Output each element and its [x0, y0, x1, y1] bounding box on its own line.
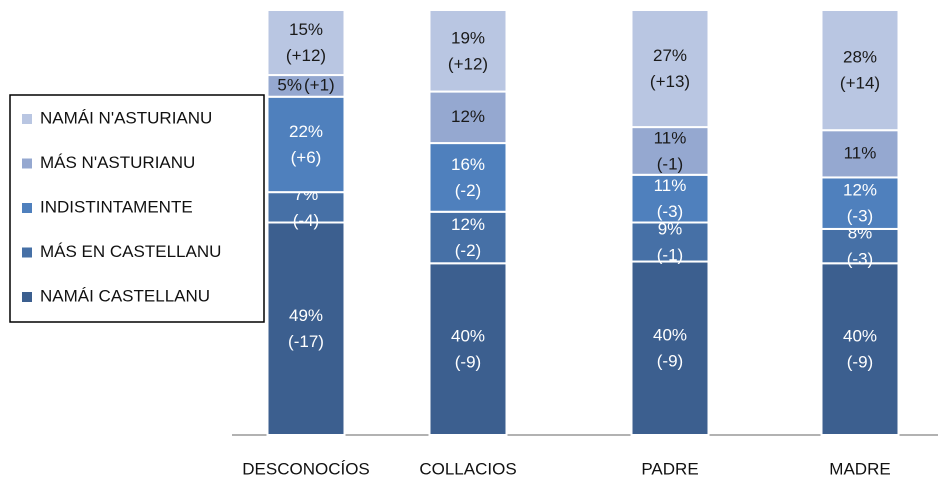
value-label: 5%	[277, 75, 302, 94]
bar-segment	[630, 9, 710, 129]
bar-segment	[266, 95, 346, 194]
legend-label: NAMÁI CASTELLANU	[40, 286, 210, 305]
x-tick-label: MADRE	[829, 459, 890, 478]
bar-segment	[266, 221, 346, 436]
x-tick-label: PADRE	[641, 459, 698, 478]
legend-label: INDISTINTAMENTE	[40, 197, 193, 216]
value-label: 40%	[843, 327, 877, 346]
change-label: (-1)	[657, 154, 683, 173]
change-label: (-4)	[293, 211, 319, 230]
value-label: 11%	[654, 176, 687, 195]
legend-label: NAMÁI N'ASTURIANU	[40, 108, 212, 127]
change-label: (-2)	[455, 181, 481, 200]
change-label: (-9)	[657, 352, 683, 371]
value-label: 16%	[451, 155, 485, 174]
value-label: 40%	[451, 327, 485, 346]
bar-segment	[820, 9, 900, 132]
legend-swatch	[22, 247, 32, 258]
bar-segment	[428, 142, 508, 213]
bar-segment	[428, 90, 508, 145]
change-label: (-1)	[657, 245, 683, 264]
change-label: (-3)	[847, 207, 873, 226]
change-label: (+1)	[304, 75, 335, 94]
value-label: 22%	[289, 122, 323, 141]
bar-segment	[820, 262, 900, 437]
x-tick-label: DESCONOCÍOS	[242, 459, 370, 478]
bar-segment	[428, 262, 508, 437]
legend-swatch	[22, 158, 32, 169]
x-tick-label: COLLACIOS	[419, 459, 516, 478]
legend-swatch	[22, 292, 32, 302]
change-label: (+14)	[840, 74, 880, 93]
bar-segment	[630, 126, 710, 176]
change-label: (-9)	[847, 353, 873, 372]
value-label: 12%	[843, 181, 877, 200]
change-label: (-3)	[847, 250, 873, 269]
change-label: (+12)	[286, 46, 326, 65]
change-label: (+6)	[291, 148, 322, 167]
legend-label: MÁS N'ASTURIANU	[40, 153, 195, 172]
value-label: 49%	[289, 306, 323, 325]
bar-segment	[820, 227, 900, 265]
value-label: 12%	[451, 107, 485, 126]
bar-segment	[630, 221, 710, 263]
legend-swatch	[22, 203, 32, 213]
value-label: 27%	[653, 46, 687, 65]
bar-segment	[630, 260, 710, 436]
value-label: 12%	[451, 215, 485, 234]
value-label: 15%	[289, 20, 323, 39]
value-label: 40%	[653, 326, 687, 345]
bar-segment	[630, 173, 710, 224]
legend-swatch	[22, 114, 32, 124]
change-label: (-2)	[455, 241, 481, 260]
value-label: 11%	[844, 143, 877, 162]
value-label: 11%	[654, 128, 687, 147]
change-label: (-9)	[455, 353, 481, 372]
change-label: (-17)	[288, 332, 324, 351]
legend-box	[9, 94, 265, 323]
value-label: 28%	[843, 48, 877, 67]
legend-label: MÁS EN CASTELLANU	[40, 242, 221, 261]
change-label: (-3)	[657, 202, 683, 221]
bar-segment	[820, 129, 900, 179]
value-label: 9%	[658, 219, 683, 238]
value-label: 19%	[451, 28, 485, 47]
change-label: (+12)	[448, 54, 488, 73]
legend: NAMÁI CASTELLANU MÁS EN CASTELLANU INDISTI…	[9, 94, 265, 323]
change-label: (+13)	[650, 72, 690, 91]
bar-segment	[266, 191, 346, 224]
bar-segment	[428, 9, 508, 93]
bar-segment	[266, 9, 346, 77]
bar-segment	[820, 176, 900, 230]
